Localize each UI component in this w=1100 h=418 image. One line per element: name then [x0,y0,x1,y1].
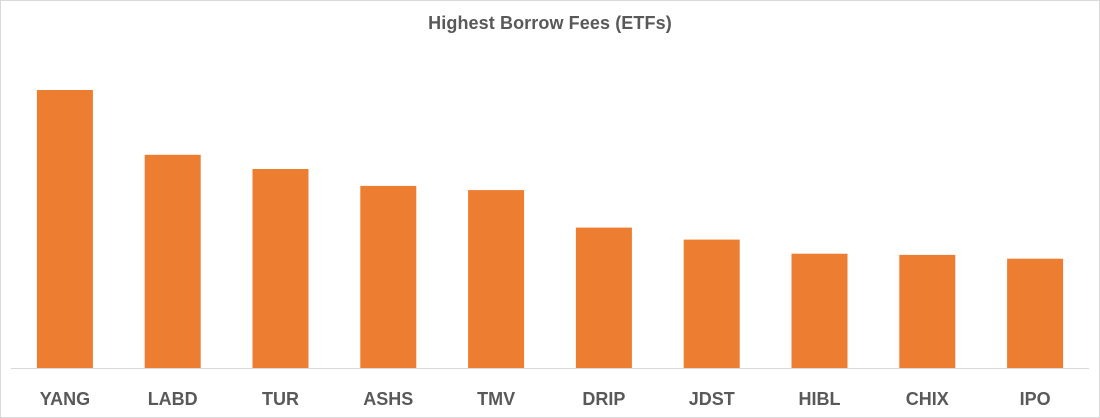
x-tick-label-labd: LABD [148,389,198,409]
x-tick-label-ipo: IPO [1020,389,1051,409]
bar-labd [144,154,201,368]
bar-hibl [791,253,848,368]
bar-tur [252,169,309,368]
bar-chix [899,254,956,368]
bar-tmv [468,190,525,368]
bar-ashs [360,185,417,368]
x-tick-label-hibl: HIBL [799,389,841,409]
x-tick-label-jdst: JDST [689,389,735,409]
x-tick-label-tmv: TMV [477,389,515,409]
x-tick-label-yang: YANG [40,389,90,409]
x-tick-label-drip: DRIP [582,389,625,409]
bar-yang [36,90,93,368]
x-tick-label-tur: TUR [262,389,299,409]
bars-layer [36,90,1064,368]
bar-ipo [1007,258,1064,368]
chart-title: Highest Borrow Fees (ETFs) [428,13,672,33]
bar-jdst [683,239,740,368]
x-tick-labels: YANG LABD TUR ASHS TMV DRIP JDST HIBL CHIX IPO [40,389,1051,409]
x-tick-label-ashs: ASHS [363,389,413,409]
x-tick-label-chix: CHIX [906,389,949,409]
bar-drip [575,227,632,368]
